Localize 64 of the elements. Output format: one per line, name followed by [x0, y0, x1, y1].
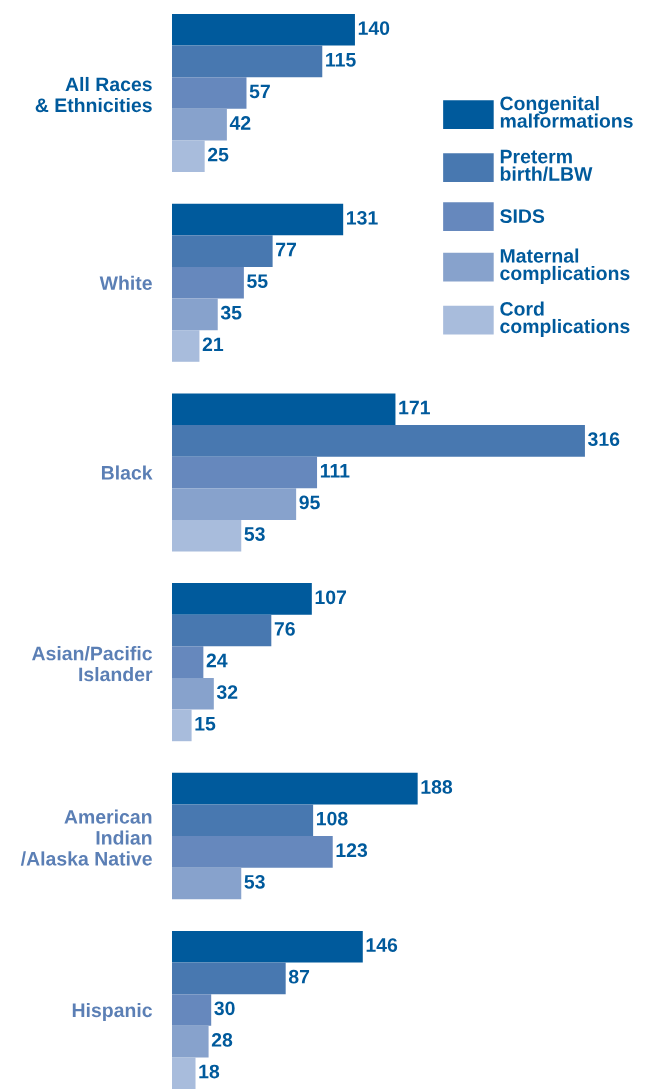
bar: [172, 298, 218, 331]
legend-label: Congenital malformations: [500, 96, 633, 128]
data-label: 95: [299, 495, 320, 510]
bar: [172, 330, 200, 362]
bar: [172, 488, 297, 520]
bar: [172, 456, 318, 489]
bar: [172, 614, 272, 647]
data-label: 25: [207, 147, 229, 162]
bar: [172, 203, 344, 236]
bar: [172, 677, 214, 710]
data-label: 53: [244, 527, 265, 541]
data-label: 57: [249, 84, 270, 99]
y-tick-label: Hispanic: [72, 1002, 152, 1022]
data-label: 15: [195, 717, 216, 731]
bar: [172, 867, 242, 900]
y-tick-label: Asian/Pacific Islander: [32, 646, 153, 682]
data-label: 77: [276, 242, 297, 257]
data-label: 123: [336, 843, 368, 858]
y-tick-label: American Indian /Alaska Native: [20, 809, 152, 866]
bar: [172, 519, 242, 552]
data-label: 107: [315, 590, 347, 605]
data-label: 42: [229, 116, 251, 130]
data-label: 28: [211, 1033, 233, 1047]
bar: [172, 108, 227, 141]
bar: [172, 140, 205, 173]
data-label: 140: [358, 21, 390, 36]
bar: [172, 709, 192, 742]
data-label: 188: [421, 780, 453, 794]
legend-label: Preterm birth/LBW: [500, 149, 593, 182]
y-tick-label: All Races & Ethnicities: [35, 76, 152, 113]
data-label: 30: [214, 1001, 235, 1016]
data-label: 146: [366, 938, 398, 952]
data-label: 32: [216, 685, 238, 700]
bar: [172, 14, 355, 46]
bar: [172, 836, 333, 868]
data-label: 111: [320, 464, 350, 478]
bar: [172, 772, 418, 805]
data-label: 53: [244, 874, 265, 889]
data-label: 108: [316, 811, 348, 826]
data-label: 35: [220, 305, 242, 320]
data-label: 21: [202, 337, 224, 352]
data-label: 171: [399, 400, 430, 415]
data-label: 87: [288, 969, 310, 984]
bar: [172, 425, 585, 457]
data-label: 115: [326, 53, 356, 67]
data-label: 316: [587, 432, 620, 447]
legend-label: SIDS: [500, 209, 545, 223]
data-label: 131: [347, 210, 378, 225]
data-label: 76: [274, 621, 295, 636]
bar: [172, 45, 323, 78]
bar: [172, 266, 244, 299]
y-tick-label: White: [99, 275, 152, 290]
y-tick-label: Black: [101, 465, 153, 480]
data-label: 18: [199, 1064, 220, 1079]
legend-label: Maternal complications: [500, 248, 630, 284]
bar: [172, 77, 247, 109]
data-label: 55: [247, 274, 268, 288]
bar: [172, 646, 204, 678]
bar: [172, 235, 273, 267]
legend-label: Cord complications: [500, 301, 630, 338]
bar: [172, 583, 312, 615]
bar: [172, 393, 396, 426]
data-label: 24: [206, 653, 228, 668]
bar: [172, 804, 314, 837]
